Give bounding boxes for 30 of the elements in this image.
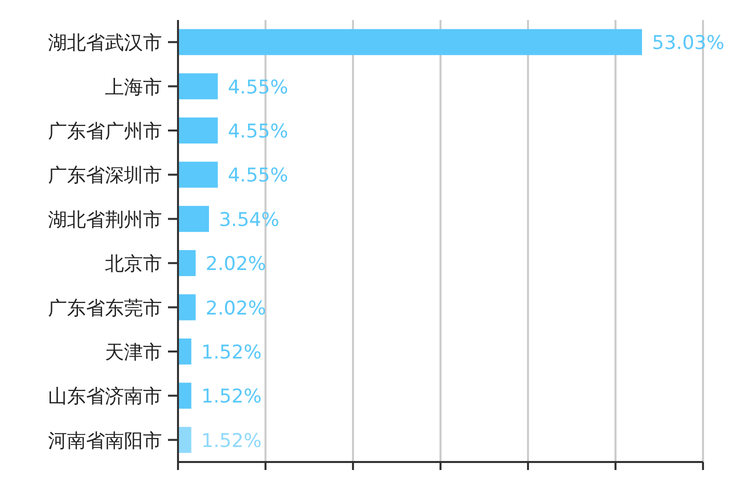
data-label: 4.55% bbox=[228, 120, 288, 142]
bar bbox=[178, 73, 218, 100]
y-tick-label: 上海市 bbox=[105, 76, 162, 98]
bar bbox=[178, 162, 218, 188]
y-tick-label: 广东省东莞市 bbox=[48, 297, 162, 320]
y-tick-label: 河南省南阳市 bbox=[48, 430, 162, 452]
data-label: 2.02% bbox=[206, 297, 266, 320]
bar bbox=[178, 338, 192, 364]
bar bbox=[178, 250, 196, 276]
y-tick-label: 天津市 bbox=[105, 342, 162, 364]
bar bbox=[178, 382, 192, 409]
bar bbox=[178, 206, 209, 232]
data-label: 3.54% bbox=[218, 208, 280, 231]
y-tick-label: 山东省济南市 bbox=[48, 386, 162, 408]
y-tick-label: 广东省广州市 bbox=[48, 120, 162, 142]
y-tick-label: 广东省深圳市 bbox=[48, 164, 162, 187]
y-tick-label: 北京市 bbox=[105, 253, 162, 276]
data-label: 1.52% bbox=[201, 342, 262, 364]
data-label: 4.55% bbox=[228, 76, 288, 98]
data-label: 53.03% bbox=[652, 32, 724, 54]
data-label: 1.52% bbox=[201, 430, 262, 452]
y-tick-label: 湖北省荆州市 bbox=[48, 208, 162, 231]
bar bbox=[178, 426, 192, 453]
bar bbox=[178, 118, 218, 144]
y-tick-label: 湖北省武汉市 bbox=[48, 32, 162, 54]
data-label: 4.55% bbox=[228, 164, 288, 187]
data-label: 2.02% bbox=[206, 253, 266, 276]
bar bbox=[178, 29, 642, 56]
bar bbox=[178, 294, 196, 320]
data-label: 1.52% bbox=[201, 386, 262, 408]
